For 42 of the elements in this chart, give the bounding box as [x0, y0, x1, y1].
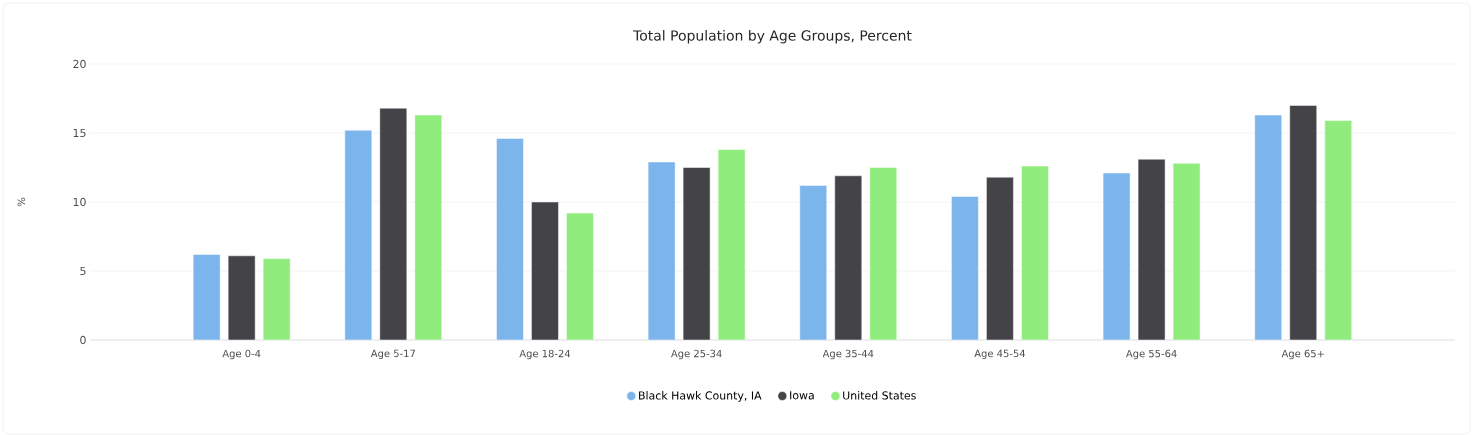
y-axis-title: % [17, 197, 26, 207]
x-tick-label: Age 18-24 [519, 349, 571, 360]
bar [1102, 172, 1131, 340]
x-tick-label: Age 45-54 [974, 349, 1026, 360]
bar [379, 107, 408, 340]
bar [414, 114, 443, 340]
bar [262, 258, 291, 340]
bar [1289, 105, 1317, 340]
x-tick-label: Age 35-44 [822, 349, 874, 360]
bar [834, 175, 863, 340]
x-tick-label: Age 25-34 [671, 349, 722, 360]
bar [1254, 114, 1282, 340]
bar [951, 196, 979, 340]
bar [1137, 158, 1166, 340]
x-tick-label: Age 5-17 [370, 349, 415, 360]
bar [192, 254, 221, 340]
y-tick-label: 0 [80, 335, 86, 345]
bar [799, 185, 828, 340]
bar [344, 129, 373, 340]
bar [1172, 163, 1201, 340]
bar [717, 149, 746, 340]
bar [682, 167, 711, 340]
bar [531, 201, 559, 340]
bar [986, 176, 1014, 340]
bar [227, 255, 256, 340]
y-tick-label: 5 [80, 266, 86, 276]
legend-label: Black Hawk County, IA [639, 391, 762, 402]
x-tick-label: Age 65+ [1281, 349, 1324, 360]
bar [869, 167, 898, 340]
bar [496, 138, 524, 340]
legend-label: United States [843, 391, 916, 400]
bar [647, 161, 676, 340]
y-tick-label: 10 [73, 197, 86, 207]
bar [1021, 165, 1049, 340]
x-tick-label: Age 0-4 [222, 349, 261, 360]
bar [1324, 120, 1352, 340]
bar [566, 212, 594, 340]
x-tick-label: Age 55-64 [1125, 349, 1177, 360]
chart-title: Total Population by Age Groups, Percent [633, 29, 912, 44]
legend-label: Iowa [790, 391, 814, 400]
y-tick-label: 20 [73, 59, 86, 69]
y-tick-label: 15 [73, 128, 86, 138]
